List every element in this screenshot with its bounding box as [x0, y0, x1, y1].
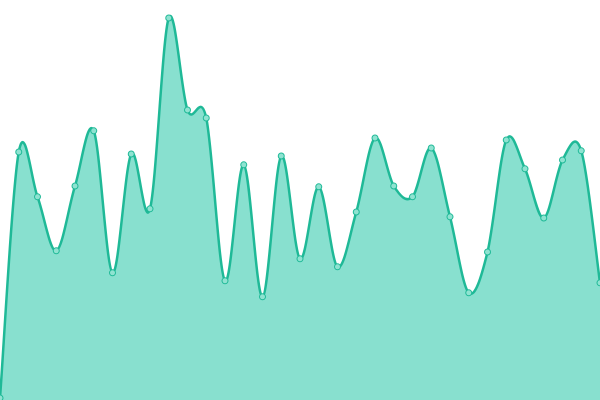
- data-point: [221, 277, 229, 285]
- data-point: [315, 183, 323, 191]
- data-point: [127, 150, 135, 158]
- data-point: [446, 213, 454, 221]
- data-point: [390, 182, 398, 190]
- data-point: [277, 152, 285, 160]
- data-point: [165, 14, 173, 22]
- data-point: [371, 134, 379, 142]
- data-point: [521, 165, 529, 173]
- data-point: [184, 106, 191, 114]
- data-point: [334, 263, 341, 271]
- data-point: [409, 193, 416, 201]
- data-point: [240, 161, 248, 169]
- data-point: [559, 156, 566, 164]
- data-point: [465, 289, 473, 297]
- data-point: [202, 114, 210, 122]
- data-point: [259, 293, 266, 301]
- data-point: [540, 214, 548, 222]
- data-point: [34, 193, 41, 201]
- data-point: [52, 247, 60, 255]
- area-line: [0, 14, 600, 399]
- data-point: [596, 279, 600, 287]
- data-point: [484, 248, 491, 256]
- data-point: [427, 144, 435, 152]
- data-point: [71, 182, 79, 190]
- data-point: [502, 136, 510, 144]
- data-point: [90, 127, 98, 135]
- area-fill: [0, 16, 600, 400]
- data-point: [577, 147, 585, 155]
- data-point: [146, 205, 154, 213]
- data-point: [352, 208, 360, 216]
- data-point: [109, 269, 116, 277]
- data-point: [0, 394, 4, 400]
- data-point: [296, 255, 304, 263]
- data-point: [15, 148, 23, 156]
